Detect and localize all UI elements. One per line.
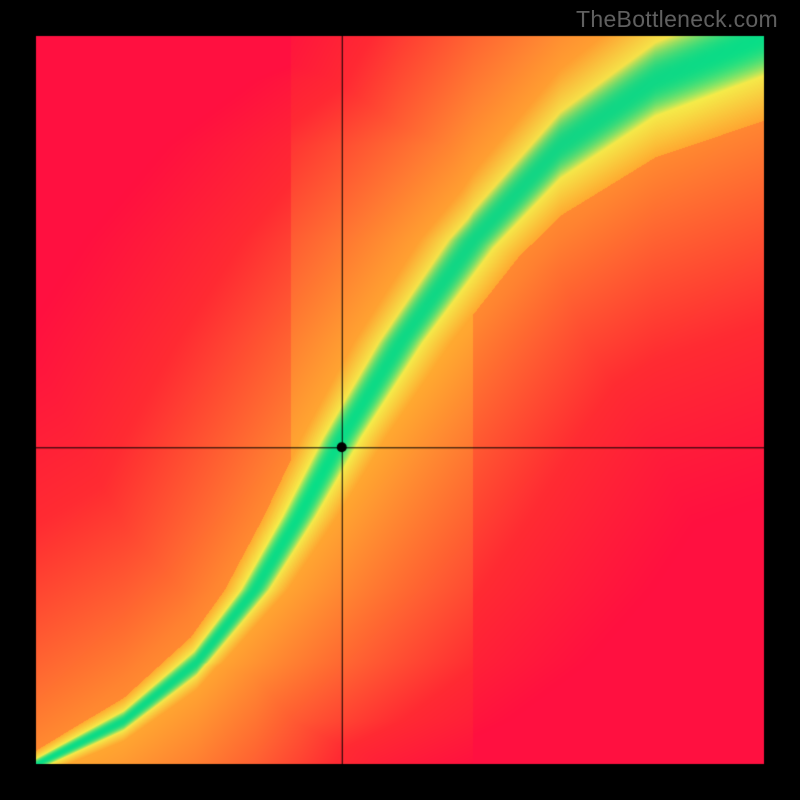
chart-container: TheBottleneck.com [0, 0, 800, 800]
bottleneck-heatmap [0, 0, 800, 800]
watermark-text: TheBottleneck.com [576, 6, 778, 33]
